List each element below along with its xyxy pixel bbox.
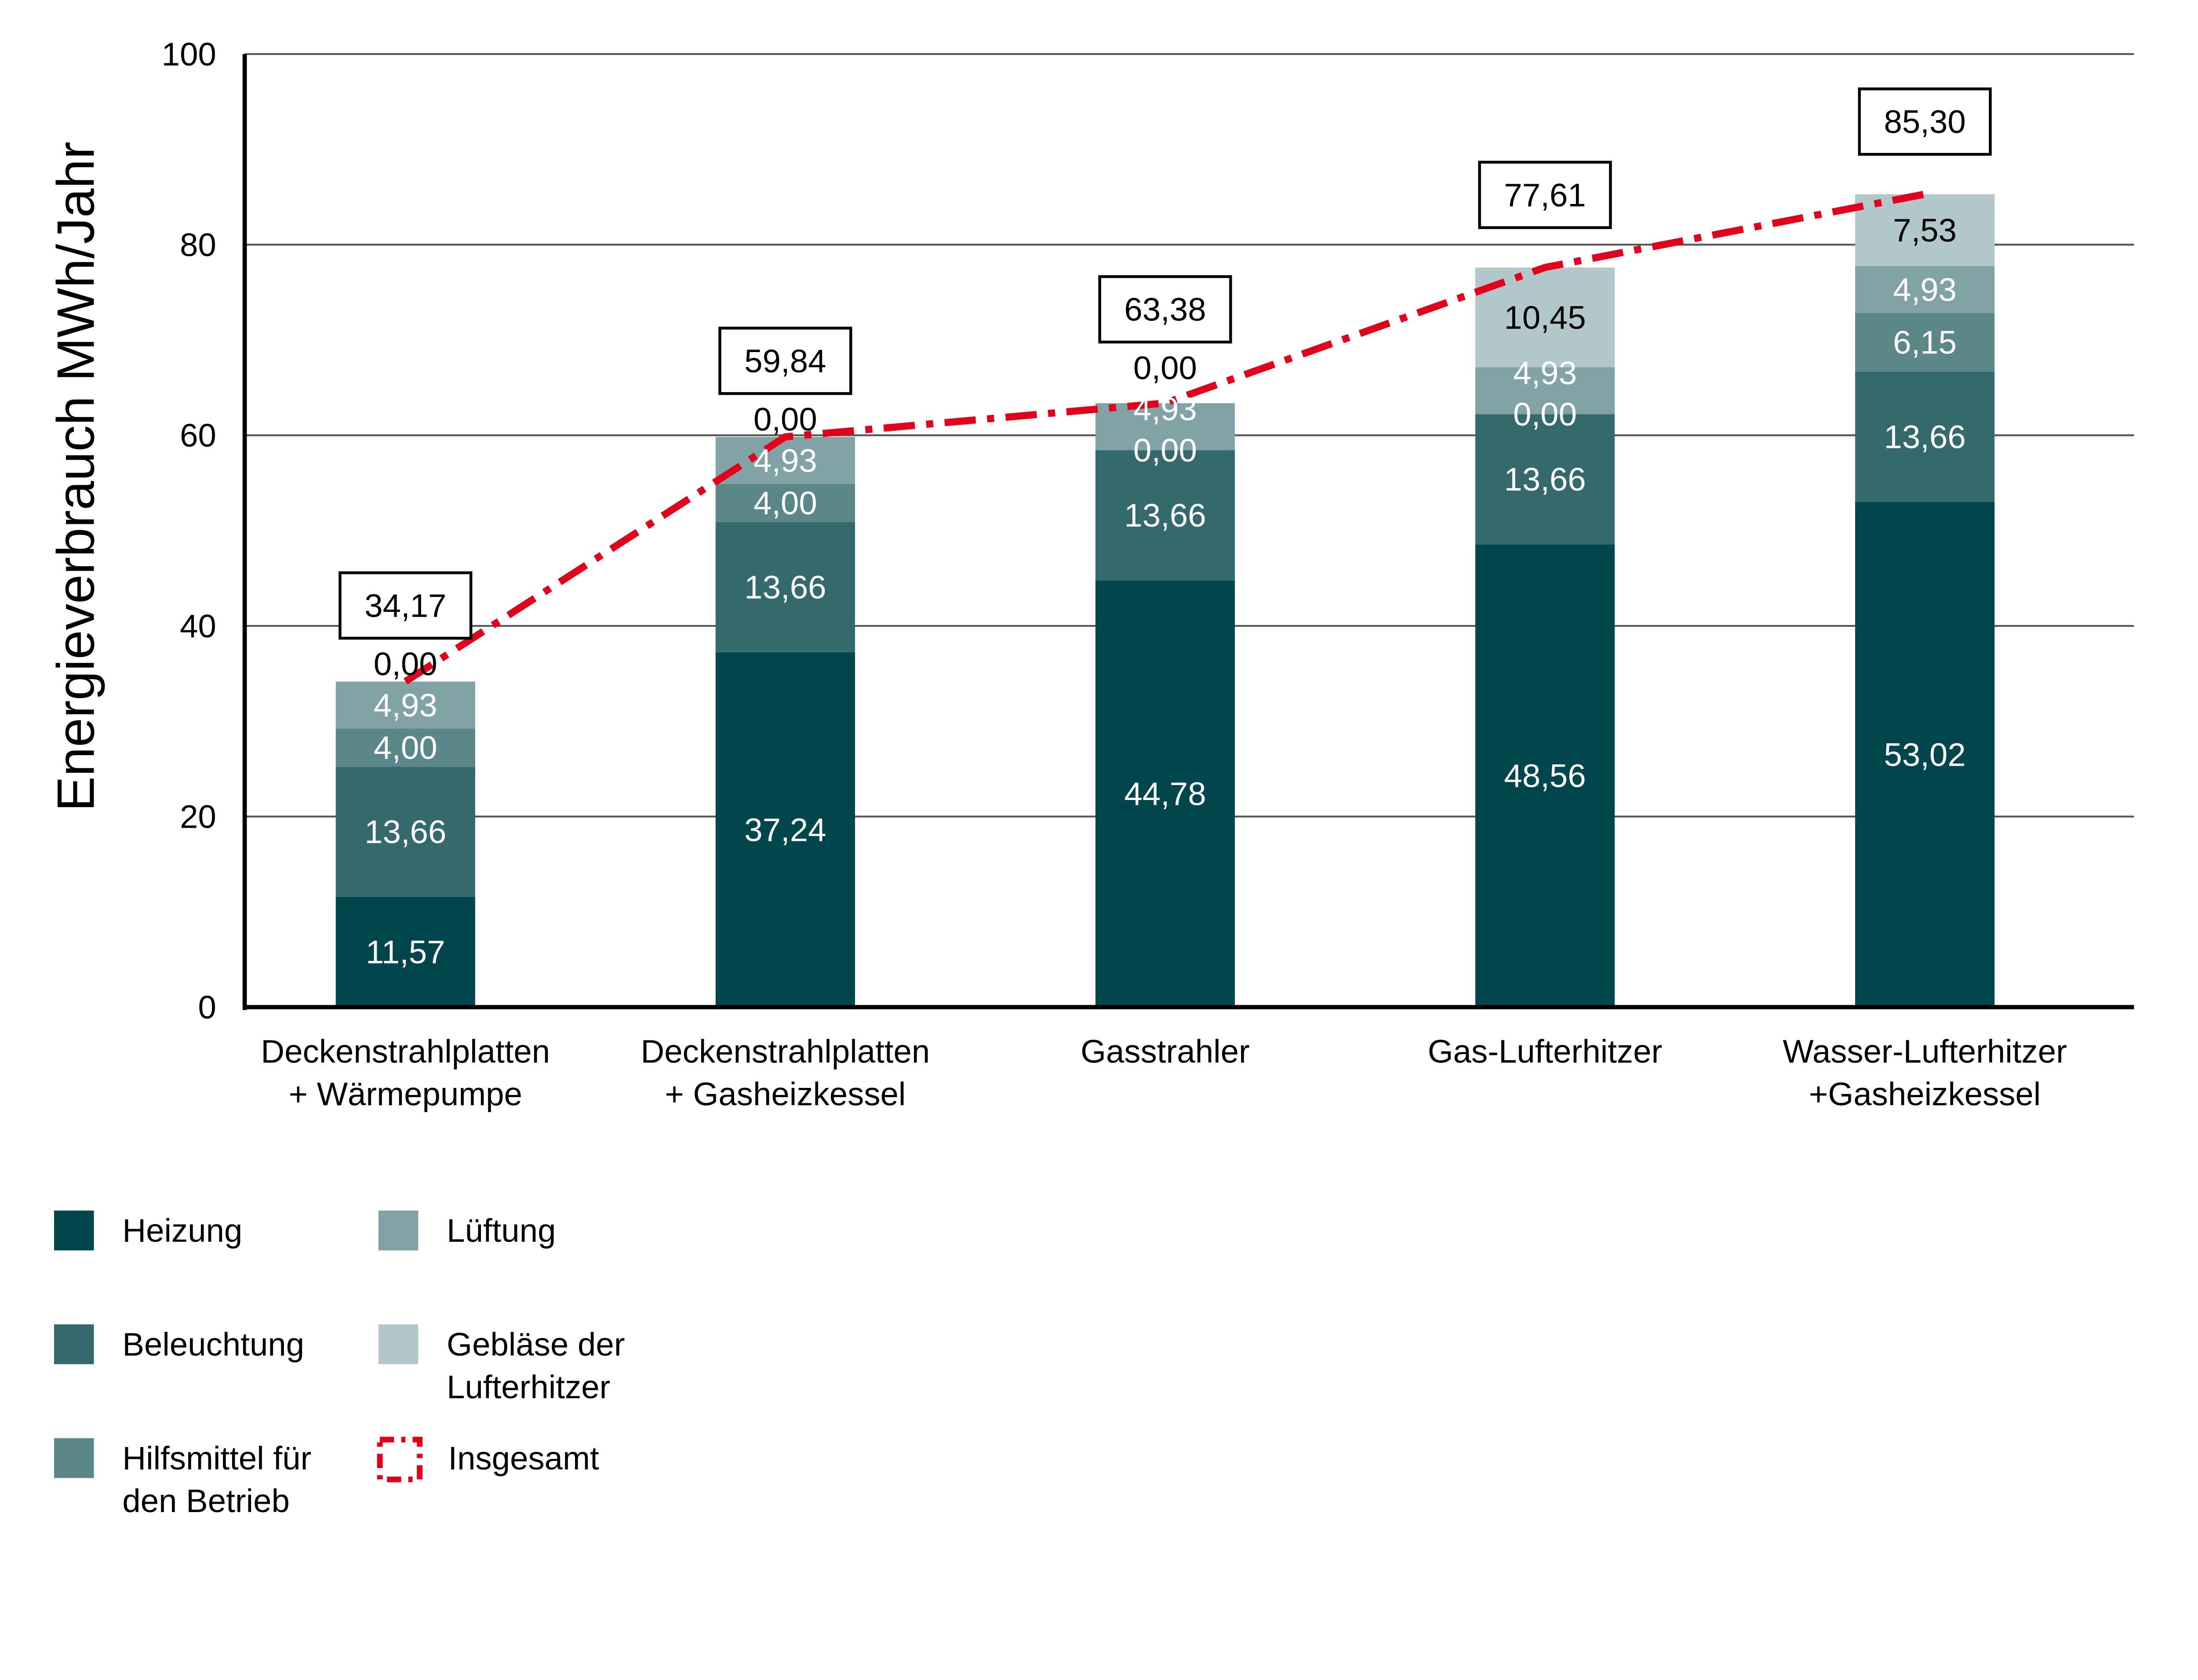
y-tick-label: 20 (180, 798, 216, 835)
bar-segment (335, 897, 475, 1007)
total-series-line (403, 190, 1926, 685)
legend-swatch (54, 1211, 94, 1251)
legend-item: Heizung (54, 1211, 242, 1251)
legend-label: Lüftung (447, 1212, 556, 1249)
y-tick-label: 60 (180, 417, 216, 454)
bar-segment (335, 681, 475, 729)
y-tick-label: 80 (180, 227, 216, 263)
x-tick-label: Deckenstrahlplatten (261, 1033, 550, 1069)
y-tick-label: 0 (198, 989, 216, 1025)
data-label: 4,00 (753, 485, 817, 521)
data-label: 0,00 (374, 646, 437, 682)
data-label: 48,56 (1504, 758, 1586, 794)
x-tick-label: Deckenstrahlplatten (641, 1033, 930, 1069)
total-line (403, 190, 1926, 685)
data-label: 13,66 (1124, 497, 1206, 534)
total-label: 59,84 (744, 343, 826, 379)
bar-segment (1095, 450, 1235, 581)
bar-segment (1475, 414, 1615, 545)
x-tick-label: + Wärmepumpe (289, 1076, 522, 1113)
total-label: 34,17 (364, 587, 446, 624)
bar-segment (1475, 544, 1615, 1007)
total-label: 85,30 (1884, 104, 1966, 140)
legend-label: Hilfsmittel für (122, 1440, 311, 1476)
bar-segment (715, 522, 855, 652)
data-label: 4,93 (1893, 272, 1957, 308)
data-label: 13,66 (744, 569, 826, 606)
total-label-box (1098, 275, 1232, 344)
axes: 0 20 40 60 80 100 Deckenstrahlplatten + Wärmepu… (162, 36, 2134, 1113)
legend-swatch (378, 1324, 418, 1364)
legend-item: Lüftung (378, 1211, 556, 1251)
bar-segment (1855, 371, 1995, 502)
data-label: 0,00 (1513, 396, 1577, 433)
data-label: 7,53 (1893, 212, 1957, 248)
legend-label: Gebläse der (447, 1326, 625, 1363)
bar-segment (335, 767, 475, 897)
legend-label: Insgesamt (448, 1440, 599, 1476)
x-tick-label: Gas-Lufterhitzer (1428, 1033, 1663, 1069)
legend: Heizung Beleuchtung Hilfsmittel für den Bet… (54, 1211, 625, 1519)
legend-item: Insgesamt (377, 1436, 599, 1483)
x-tick-label: Gasstrahler (1081, 1033, 1250, 1069)
bar-segment (715, 436, 855, 484)
bar-segment (1475, 367, 1615, 415)
bars (335, 194, 1995, 1007)
y-tick-label: 40 (180, 608, 216, 644)
legend-item: Beleuchtung (54, 1324, 304, 1364)
data-labels: 11,57 13,66 4,00 4,93 0,00 34,17 37,24 13,66 4,0… (338, 87, 1992, 971)
bar-segment (1095, 580, 1235, 1007)
bar-segment (715, 484, 855, 522)
data-label: 4,93 (1133, 391, 1197, 427)
legend-item: Hilfsmittel für den Betrieb (54, 1438, 311, 1519)
total-label-box (718, 327, 852, 395)
total-label: 63,38 (1124, 291, 1206, 328)
data-label: 13,66 (1884, 418, 1966, 455)
bar-segment (1095, 403, 1235, 451)
bar-segment (1855, 313, 1995, 372)
data-label: 11,57 (366, 934, 445, 971)
legend-swatch (54, 1324, 94, 1364)
data-label: 0,00 (1133, 349, 1197, 386)
bar-segment (1855, 266, 1995, 313)
data-label: 37,24 (744, 811, 826, 848)
legend-label: den Betrieb (122, 1483, 290, 1519)
legend-dashed-swatch (377, 1436, 423, 1483)
bar-segment (335, 728, 475, 767)
bar-segment (1855, 502, 1995, 1007)
stacked-bar-chart: 11,57 13,66 4,00 4,93 0,00 34,17 37,24 13,66 4,0… (47, 36, 2134, 1519)
data-label: 13,66 (1504, 461, 1586, 498)
data-label: 4,93 (753, 442, 817, 479)
legend-swatch (54, 1438, 94, 1478)
legend-label: Lufterhitzer (447, 1369, 610, 1405)
data-label: 6,15 (1893, 324, 1957, 361)
data-label: 4,93 (1513, 355, 1577, 391)
total-label-box (1858, 87, 1992, 156)
data-label: 53,02 (1884, 736, 1966, 773)
data-label: 44,78 (1124, 776, 1206, 812)
legend-label: Beleuchtung (122, 1326, 304, 1363)
data-label: 0,00 (753, 401, 817, 437)
data-label: 10,45 (1504, 299, 1586, 336)
legend-label: Heizung (122, 1212, 242, 1249)
legend-item: Gebläse der Lufterhitzer (378, 1324, 625, 1405)
x-tick-label: +Gasheizkessel (1809, 1076, 2041, 1113)
y-axis-title: Energieverbrauch MWh/Jahr (47, 142, 106, 811)
y-tick-label: 100 (162, 36, 216, 73)
total-label: 77,61 (1504, 177, 1586, 213)
x-tick-label: + Gasheizkessel (665, 1076, 906, 1113)
legend-swatch (378, 1211, 418, 1251)
data-label: 13,66 (364, 814, 446, 850)
bar-segment (715, 652, 855, 1007)
total-label-box (338, 571, 473, 640)
data-label: 4,00 (374, 730, 437, 766)
total-label-box (1478, 160, 1612, 229)
x-tick-label: Wasser-Lufterhitzer (1783, 1033, 2067, 1069)
data-label: 4,93 (374, 687, 437, 724)
data-label: 0,00 (1133, 432, 1197, 469)
